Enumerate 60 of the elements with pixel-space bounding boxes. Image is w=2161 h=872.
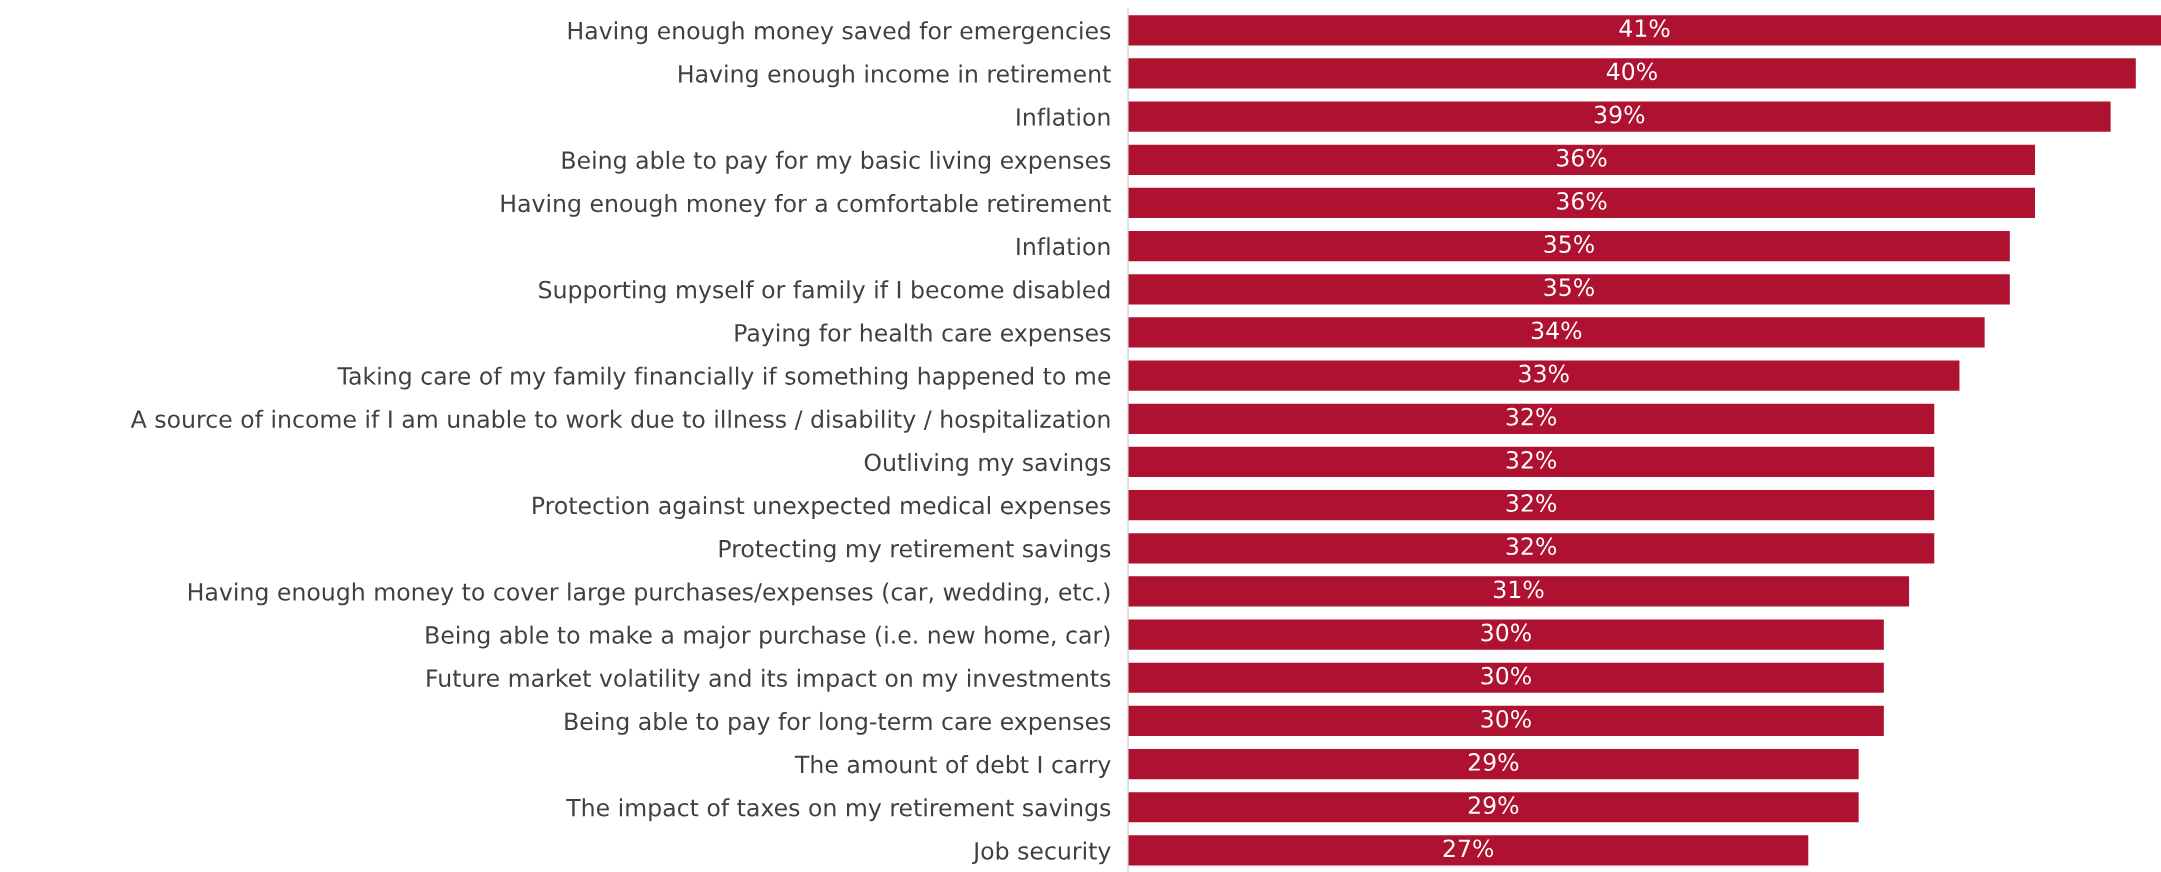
y-tick-label: Having enough income in retirement xyxy=(679,64,1111,88)
bar xyxy=(1128,446,1935,478)
bar xyxy=(1128,490,1935,521)
data-label: 32% xyxy=(1506,450,1557,469)
y-tick-label: A source of income if I am unable to work due to illness / disability / hospitalization xyxy=(130,409,1110,433)
bar xyxy=(1128,15,2161,46)
bar xyxy=(1128,835,1809,866)
bar xyxy=(1128,101,2111,132)
bar xyxy=(1128,317,1985,348)
y-tick-label: The amount of debt I carry xyxy=(794,755,1111,778)
data-label: 31% xyxy=(1494,580,1544,599)
bar xyxy=(1128,748,1859,780)
data-label: 33% xyxy=(1519,364,1569,383)
y-tick-label: Having enough money saved for emergencies xyxy=(568,21,1111,45)
y-tick-label: Protection against unexpected medical expenses xyxy=(533,496,1111,519)
y-tick-label: Having enough money to cover large purchases/expenses (car, wedding, etc.) xyxy=(188,582,1110,606)
bar xyxy=(1128,187,2036,219)
data-label: 36% xyxy=(1557,148,1607,167)
bar xyxy=(1128,360,1960,391)
data-label: 32% xyxy=(1506,537,1557,556)
data-label: 40% xyxy=(1606,62,1657,81)
y-tick-label: Being able to pay for long-term care expenses xyxy=(565,711,1111,735)
data-label: 35% xyxy=(1544,235,1594,253)
y-tick-label: Taking care of my family financially if something happened to me xyxy=(337,366,1111,390)
bar xyxy=(1128,58,2136,89)
bar xyxy=(1128,662,1884,693)
y-tick-label: Being able to make a major purchase (i.e. new home, car) xyxy=(426,625,1110,649)
data-label: 41% xyxy=(1619,19,1670,38)
y-tick-label: Having enough money for a comfortable retirement xyxy=(501,193,1111,217)
y-tick-label: Job security xyxy=(971,841,1111,865)
y-tick-label: Outliving my savings xyxy=(864,452,1111,476)
y-tick-label: Inflation xyxy=(1017,107,1110,126)
data-label: 39% xyxy=(1594,105,1645,124)
y-tick-label: Future market volatility and its impact on my investments xyxy=(427,668,1111,692)
data-label: 30% xyxy=(1481,623,1531,642)
data-label: 36% xyxy=(1557,191,1607,210)
data-label: 34% xyxy=(1531,321,1582,340)
bar xyxy=(1128,705,1884,737)
bar xyxy=(1128,403,1935,434)
y-tick-label: Protecting my retirement savings xyxy=(719,539,1111,563)
data-label: 29% xyxy=(1468,753,1519,771)
data-label: 30% xyxy=(1481,709,1531,728)
bar xyxy=(1128,576,1910,607)
y-tick-label: Being able to pay for my basic living expenses xyxy=(562,150,1111,174)
data-label: 30% xyxy=(1481,666,1531,685)
y-tick-label: Supporting myself or family if I become disabled xyxy=(539,280,1110,304)
bar xyxy=(1128,144,2036,175)
bar xyxy=(1128,274,2010,305)
y-tick-label: The impact of taxes on my retirement savings xyxy=(566,798,1111,822)
data-label: 29% xyxy=(1468,796,1519,815)
y-tick-label: Inflation xyxy=(1017,237,1110,256)
bar xyxy=(1128,792,1859,823)
data-label: 32% xyxy=(1506,494,1557,512)
bar xyxy=(1128,231,2010,262)
data-label: 35% xyxy=(1544,278,1594,297)
data-label: 32% xyxy=(1506,407,1557,426)
bar xyxy=(1128,533,1935,564)
y-tick-label: Paying for health care expenses xyxy=(735,323,1111,347)
bar xyxy=(1128,619,1884,650)
data-label: 27% xyxy=(1443,839,1494,858)
